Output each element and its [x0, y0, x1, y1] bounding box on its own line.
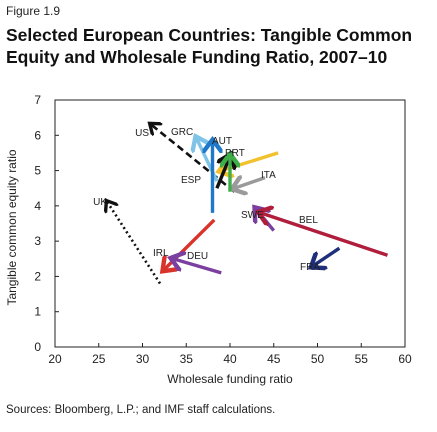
series-arrow-deu [173, 259, 222, 275]
x-tick-label: 60 [398, 352, 412, 366]
series-label-deu: DEU [187, 251, 208, 262]
series-label-grc: GRC [171, 127, 193, 138]
x-tick-label: 45 [267, 352, 281, 366]
x-tick-label: 50 [311, 352, 325, 366]
x-tick-label: 40 [223, 352, 237, 366]
y-tick-label: 6 [34, 128, 41, 142]
series-label-aut: AUT [212, 136, 232, 147]
series-label-uk: UK [93, 197, 107, 208]
series-arrow-ita [234, 178, 266, 189]
y-tick-label: 5 [34, 164, 41, 178]
x-tick-label: 55 [355, 352, 369, 366]
series-label-esp: ESP [181, 175, 201, 186]
series-label-us: US [135, 128, 149, 139]
x-axis-title: Wholesale funding ratio [167, 372, 293, 386]
y-tick-label: 0 [34, 340, 41, 354]
series-label-swe: SWE [241, 210, 264, 221]
series-label-irl: IRL [153, 248, 169, 259]
series-label-bel: BEL [299, 215, 318, 226]
series-arrow-uk [108, 202, 162, 285]
y-tick-label: 3 [34, 234, 41, 248]
x-tick-label: 30 [136, 352, 150, 366]
series-arrow-fra [313, 246, 341, 266]
y-tick-label: 1 [34, 305, 41, 319]
y-axis-title: Tangible common equity ratio [5, 149, 19, 305]
source-note: Sources: Bloomberg, L.P.; and IMF staff … [6, 404, 276, 416]
series-label-ita: ITA [261, 170, 276, 181]
y-tick-label: 2 [34, 269, 41, 283]
x-tick-label: 25 [92, 352, 106, 366]
series-arrow-bel [261, 213, 389, 257]
y-tick-label: 4 [34, 199, 41, 213]
figure-label: Figure 1.9 [6, 4, 61, 18]
series-label-fra: FRA [300, 262, 320, 273]
x-tick-label: 35 [180, 352, 194, 366]
x-tick-label: 20 [48, 352, 62, 366]
y-tick-label: 7 [34, 93, 41, 107]
chart-title: Selected European Countries: Tangible Co… [6, 25, 413, 67]
series-label-prt: PRT [225, 148, 245, 159]
